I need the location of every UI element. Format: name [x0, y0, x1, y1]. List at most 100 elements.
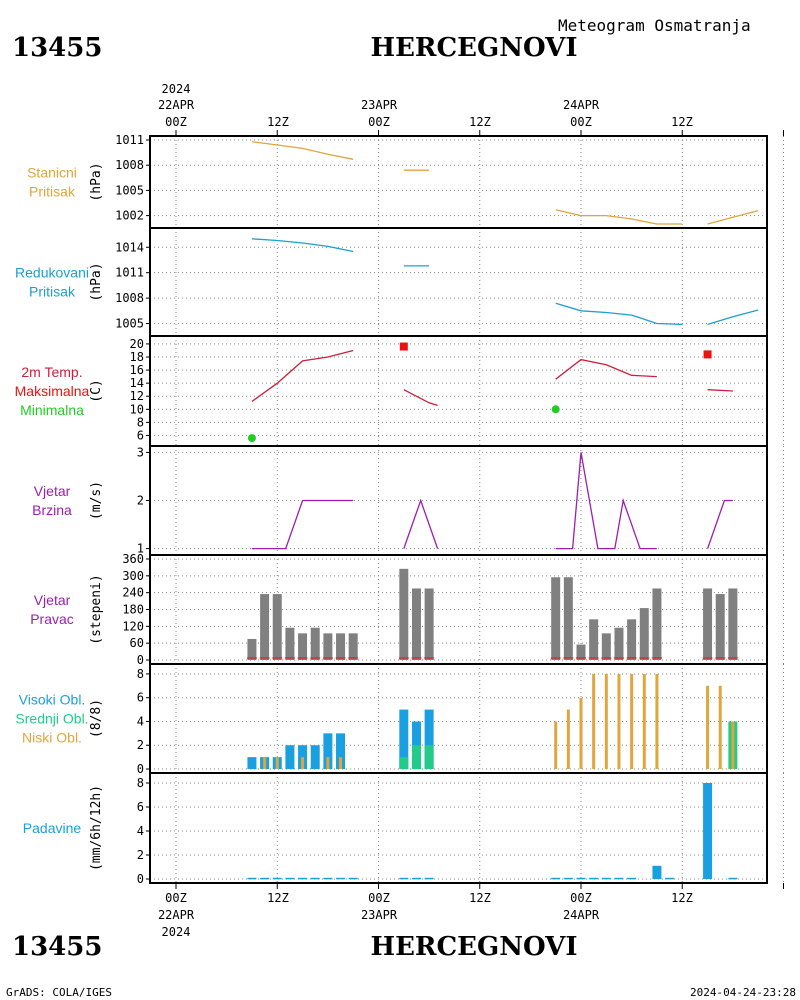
y-tick-label: 2: [137, 848, 144, 862]
y-tick-label: 1008: [115, 291, 144, 305]
y-tick-label: 4: [137, 824, 144, 838]
precip-bar: [247, 877, 257, 880]
y-tick-label: 3: [137, 445, 144, 459]
y-tick-label: 1014: [115, 240, 144, 254]
y-tick-label: 1011: [115, 133, 144, 147]
y-tick-label: 1: [137, 542, 144, 556]
direction-bar: [703, 588, 713, 660]
station-name-bottom: HERCEGNOVI: [371, 932, 578, 962]
precip-bar: [627, 877, 637, 880]
direction-bar: [399, 568, 409, 660]
precip-bar: [563, 877, 573, 880]
y-axis-unit: (mm/6h/12h): [89, 785, 104, 871]
low-cloud-bar: [301, 757, 305, 769]
top-hour-label-4: 12Z: [469, 115, 491, 129]
direction-bar: [310, 627, 320, 660]
panel-label: Minimalna: [20, 402, 84, 418]
direction-bar: [614, 627, 624, 660]
station_pressure-panel: 1002 1005 1008 1011 (hPa) Stanicni Pritisak: [27, 133, 784, 229]
low-cloud-bar: [718, 685, 722, 769]
direction-bar: [589, 619, 599, 660]
high-cloud-bar: [323, 733, 333, 769]
direction-bar: [563, 577, 573, 660]
low-cloud-bar: [731, 721, 735, 769]
panel-frame: [149, 772, 768, 884]
top-date-label-3: 24APR: [563, 98, 600, 112]
bottom-hour-label-4: 12Z: [469, 891, 491, 905]
y-tick-label: 18: [130, 350, 144, 364]
panel-label: Visoki Obl.: [19, 692, 86, 708]
precip-bar: [348, 877, 358, 880]
high-cloud-bar: [399, 709, 409, 769]
direction-bar: [728, 588, 738, 660]
top-date-label-2: 23APR: [361, 98, 398, 112]
precipitation-panel: 0 2 4 6 8 (mm/6h/12h) Padavine: [23, 772, 784, 886]
bottom-date-label-1: 22APR: [158, 908, 195, 922]
direction-bar: [576, 644, 586, 660]
y-tick-label: 1002: [115, 209, 144, 223]
station-name-top: HERCEGNOVI: [371, 33, 578, 63]
station-id-bottom: 13455: [12, 932, 102, 962]
y-tick-label: 240: [122, 586, 144, 600]
bottom-hour-label-5: 00Z: [570, 891, 592, 905]
y-tick-label: 300: [122, 569, 144, 583]
top-hour-label-6: 12Z: [671, 115, 693, 129]
y-tick-label: 60: [130, 636, 144, 650]
panel-frame: [149, 663, 768, 774]
station-id-top: 13455: [12, 33, 102, 63]
y-tick-label: 14: [130, 376, 144, 390]
low-cloud-bar: [339, 757, 343, 769]
y-tick-label: 1008: [115, 158, 144, 172]
precip-bar: [272, 877, 282, 880]
y-tick-label: 0: [137, 872, 144, 886]
y-tick-label: 6: [137, 691, 144, 705]
direction-bar: [298, 633, 308, 660]
y-tick-label: 16: [130, 363, 144, 377]
y-tick-label: 360: [122, 552, 144, 566]
precip-bar: [551, 877, 561, 880]
low-cloud-bar: [604, 673, 608, 769]
y-axis-unit: (stepeni): [89, 574, 104, 644]
precip-bar: [399, 877, 409, 880]
credit-text: GrADS: COLA/IGES: [6, 986, 112, 999]
precip-bar: [285, 877, 295, 880]
precip-bar: [728, 877, 738, 880]
precip-bar: [703, 783, 713, 879]
y-tick-label: 8: [137, 415, 144, 429]
bottom-hour-label-2: 12Z: [267, 891, 289, 905]
direction-bar: [323, 633, 333, 660]
y-axis-unit: (C): [89, 379, 104, 402]
low-cloud-bar: [617, 673, 621, 769]
y-tick-label: 6: [137, 800, 144, 814]
high-cloud-bar: [285, 745, 295, 769]
y-tick-label: 10: [130, 402, 144, 416]
series-line: [707, 389, 733, 392]
top-hour-label-3: 00Z: [368, 115, 390, 129]
y-tick-label: 2: [137, 738, 144, 752]
panel-label: Vjetar: [34, 483, 71, 499]
min-temp-marker: [551, 405, 560, 414]
low-cloud-bar: [630, 673, 634, 769]
low-cloud-bar: [326, 757, 330, 769]
mid-cloud-bar: [399, 757, 409, 769]
y-tick-label: 20: [130, 337, 144, 351]
series-line: [707, 309, 759, 326]
bottom-hour-label-6: 12Z: [671, 891, 693, 905]
series-line: [555, 209, 683, 225]
direction-bar: [260, 594, 270, 660]
precip-bar: [589, 877, 599, 880]
y-tick-label: 1005: [115, 183, 144, 197]
series-line: [403, 389, 438, 407]
low-cloud-bar: [642, 673, 646, 769]
y-tick-label: 6: [137, 428, 144, 442]
direction-bar: [551, 577, 561, 660]
low-cloud-bar: [566, 709, 570, 769]
y-tick-label: 120: [122, 619, 144, 633]
panel-label: 2m Temp.: [21, 364, 82, 380]
max-temp-marker: [399, 342, 408, 351]
panel-label: Redukovani: [15, 265, 89, 281]
panel-label: Pritisak: [29, 284, 76, 300]
top-hour-label-2: 12Z: [267, 115, 289, 129]
low-cloud-bar: [554, 721, 558, 769]
panel-label: Niski Obl.: [22, 730, 82, 746]
